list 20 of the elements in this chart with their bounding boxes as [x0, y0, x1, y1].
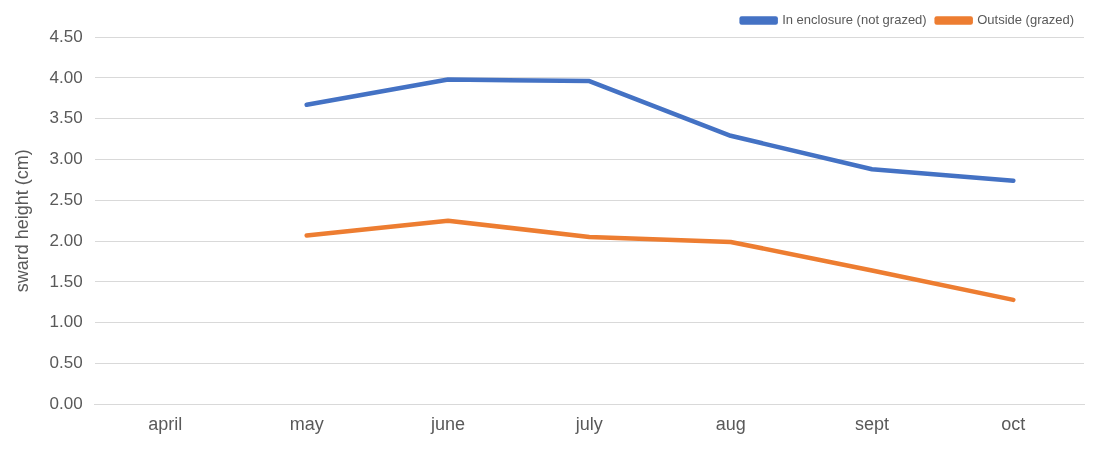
x-tick-label: sept: [854, 414, 890, 435]
y-tick-label: 0.50: [49, 353, 83, 373]
y-tick-label: 2.50: [49, 189, 83, 209]
y-tick-label: 1.50: [49, 271, 83, 291]
y-tick-label: 0.00: [49, 394, 83, 414]
y-tick-label: 1.00: [49, 312, 83, 332]
y-tick-label: 3.50: [49, 108, 83, 128]
x-tick-label: july: [574, 414, 603, 435]
y-tick-label: 3.00: [49, 149, 83, 169]
x-tick-label: april: [148, 414, 183, 435]
x-tick-label: aug: [715, 414, 746, 435]
y-tick-label: 2.00: [49, 230, 83, 250]
x-tick-label: oct: [1001, 414, 1026, 435]
legend-label: Outside (grazed): [977, 12, 1075, 28]
y-axis-title: sward height (cm): [11, 149, 32, 293]
x-tick-label: may: [289, 414, 324, 435]
y-tick-label: 4.00: [49, 67, 83, 87]
legend-label: In enclosure (not grazed): [782, 12, 927, 28]
y-tick-label: 4.50: [49, 26, 83, 46]
x-tick-label: june: [430, 414, 466, 435]
